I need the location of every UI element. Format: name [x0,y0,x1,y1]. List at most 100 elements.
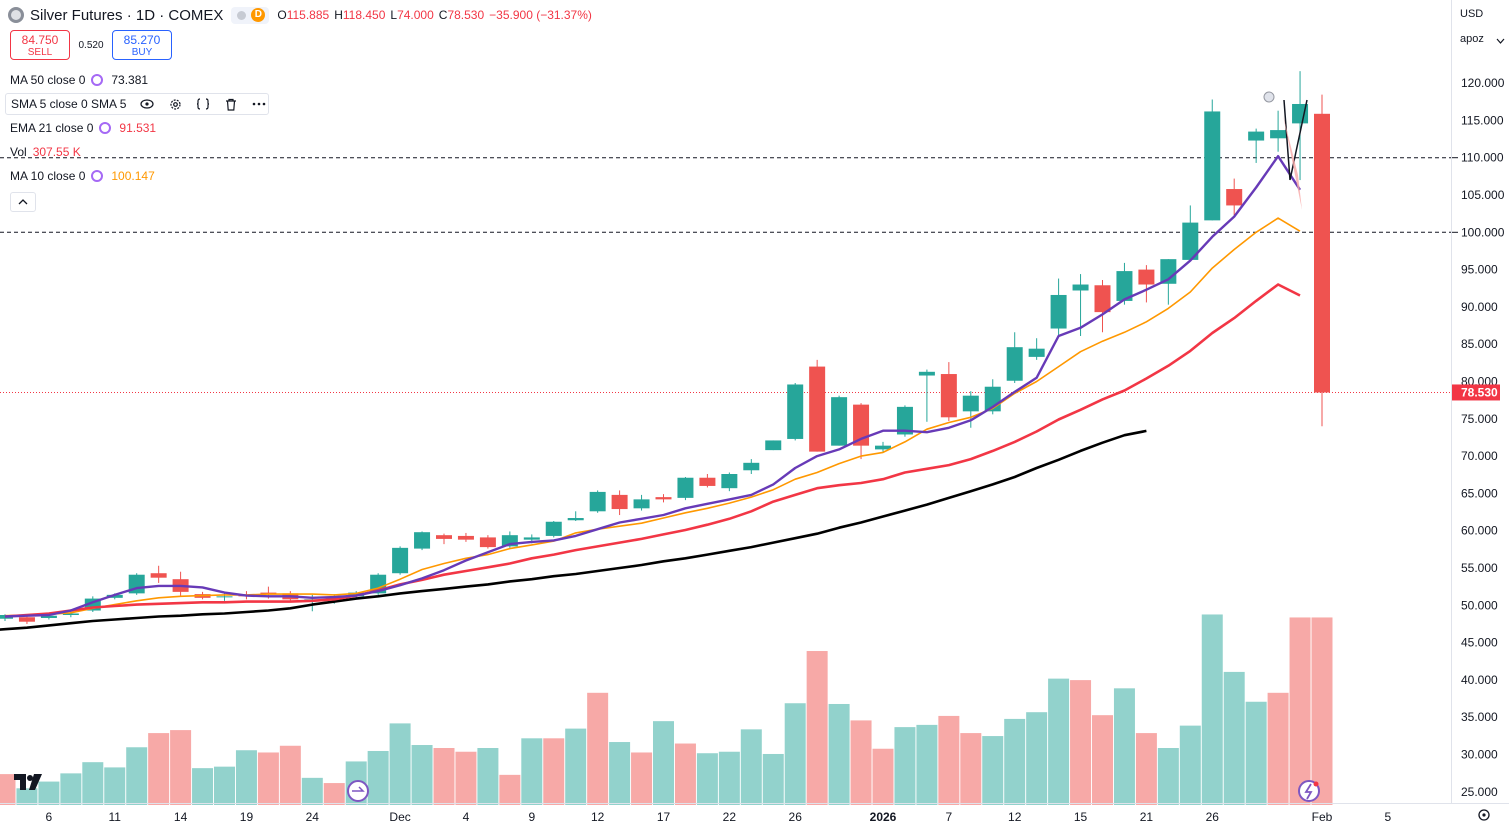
candle-body [1116,271,1133,301]
candle-body [962,395,979,412]
candle-body [896,406,913,435]
volume-bar [0,774,16,805]
volume-bar [916,724,938,805]
candle-body [1204,111,1221,221]
candle-body [611,494,628,510]
ma50-value: 73.381 [111,73,149,87]
time-tick-label: 21 [1140,810,1154,824]
time-tick-label: 5 [1385,810,1392,824]
more-icon[interactable] [252,97,266,111]
price-tick-label: 105.000 [1461,188,1505,202]
indicator-ma50[interactable]: MA 50 close 0 73.381 [10,70,148,90]
candle-body [1006,347,1023,381]
ma10-line [4,217,1301,617]
candle-body [150,573,167,578]
candle-body [414,532,431,549]
delete-icon[interactable] [224,97,238,111]
candle-body [567,518,584,521]
time-tick-label: 17 [657,810,671,824]
symbol-header: Silver Futures · 1D · COMEX D O115.885 H… [8,5,597,25]
eye-icon[interactable] [140,97,154,111]
low-label: L [390,8,398,22]
indicator-volume[interactable]: Vol 307.55 K [10,142,81,162]
candle-body [457,535,474,540]
price-tick-label: 60.000 [1461,524,1498,538]
time-tick-label: 26 [789,810,803,824]
chevron-down-icon[interactable] [1496,38,1505,44]
volume-bar [1245,701,1267,805]
price-tick-label: 50.000 [1461,598,1498,612]
drawing-line [1283,99,1308,181]
candle-body [787,384,804,439]
candle-body [853,404,870,446]
time-tick-label: 12 [1008,810,1022,824]
volume-bar [1092,715,1113,805]
candle-body [721,474,738,489]
sell-button[interactable]: 84.750 SELL [10,30,70,60]
tradingview-logo-icon [14,774,42,790]
volume-bar [104,767,126,805]
vol-value: 307.55 K [32,145,81,159]
delay-badge[interactable]: D [231,6,270,24]
candle-body [436,535,452,539]
volume-bar [1113,688,1135,805]
ohlc-high: H118.450 [334,8,385,22]
candle-body [743,462,760,471]
volume-bar [718,751,740,805]
volume-bar [367,750,389,805]
candle-body [1292,103,1309,124]
close-value: 78.530 [447,8,485,22]
last-price-bg [1452,384,1500,401]
volume-bar [433,748,455,805]
ohlc-change: −35.900 (−31.37%) [489,8,592,22]
collapse-legend-button[interactable] [10,192,36,212]
settings-gear-icon[interactable] [168,97,182,111]
low-value: 74.000 [397,8,434,22]
ohlc-open: O115.885 [277,8,329,22]
volume-bar [653,721,674,805]
candle-body [106,594,123,598]
time-tick-label: 24 [306,810,320,824]
scale-mode[interactable]: apoz [1460,33,1484,45]
volume-bars [0,614,1333,805]
volume-bar [257,752,279,805]
volume-bar [1026,712,1048,805]
time-tick-label: 4 [463,810,470,824]
price-axis[interactable]: 25.000 30.000 35.000 40.000 45.000 50.000 55.0… [1452,76,1505,799]
volume-bar [784,703,806,805]
volume-bar [148,733,170,805]
indicator-ema21[interactable]: EMA 21 close 0 91.531 [10,118,156,138]
candle-body [809,366,826,452]
volume-bar [762,753,784,805]
volume-bar [1311,617,1333,805]
change-value: −35.900 (−31.37%) [489,8,592,22]
source-code-icon[interactable] [196,97,210,111]
volume-bar [1267,692,1289,805]
time-tick-label: 19 [240,810,254,824]
price-tick-label: 30.000 [1461,748,1498,762]
candle-body [479,537,496,548]
candle-body [699,477,716,486]
indicator-sma5[interactable]: SMA 5 close 0 SMA 5 [5,93,269,115]
vol-name: Vol [10,145,27,159]
indicator-ma10[interactable]: MA 10 close 0 100.147 [10,166,155,186]
currency-code[interactable]: USD [1460,8,1484,20]
high-label: H [334,8,343,22]
dividend-arrow [352,786,365,792]
high-value: 118.450 [342,8,386,22]
symbol-title[interactable]: Silver Futures · 1D · COMEX [30,6,224,24]
time-axis[interactable]: 6 11 14 19 24 Dec 4 9 12 17 22 26 2026 7 12 15 21 26 Feb 5 [46,810,1392,824]
settings-icon[interactable] [1478,809,1490,821]
volume-bar [1048,678,1070,805]
candle-body [545,521,562,536]
candle-body [1050,294,1067,329]
candle-body [216,596,233,598]
price-tick-label: 55.000 [1461,561,1498,575]
price-tick-label: 45.000 [1461,636,1498,650]
time-tick-label: Dec [389,810,410,824]
candle-body [523,537,540,540]
buy-button[interactable]: 85.270 BUY [112,30,172,60]
volume-bar [192,768,214,805]
ma50-name: MA 50 close 0 [10,73,86,87]
